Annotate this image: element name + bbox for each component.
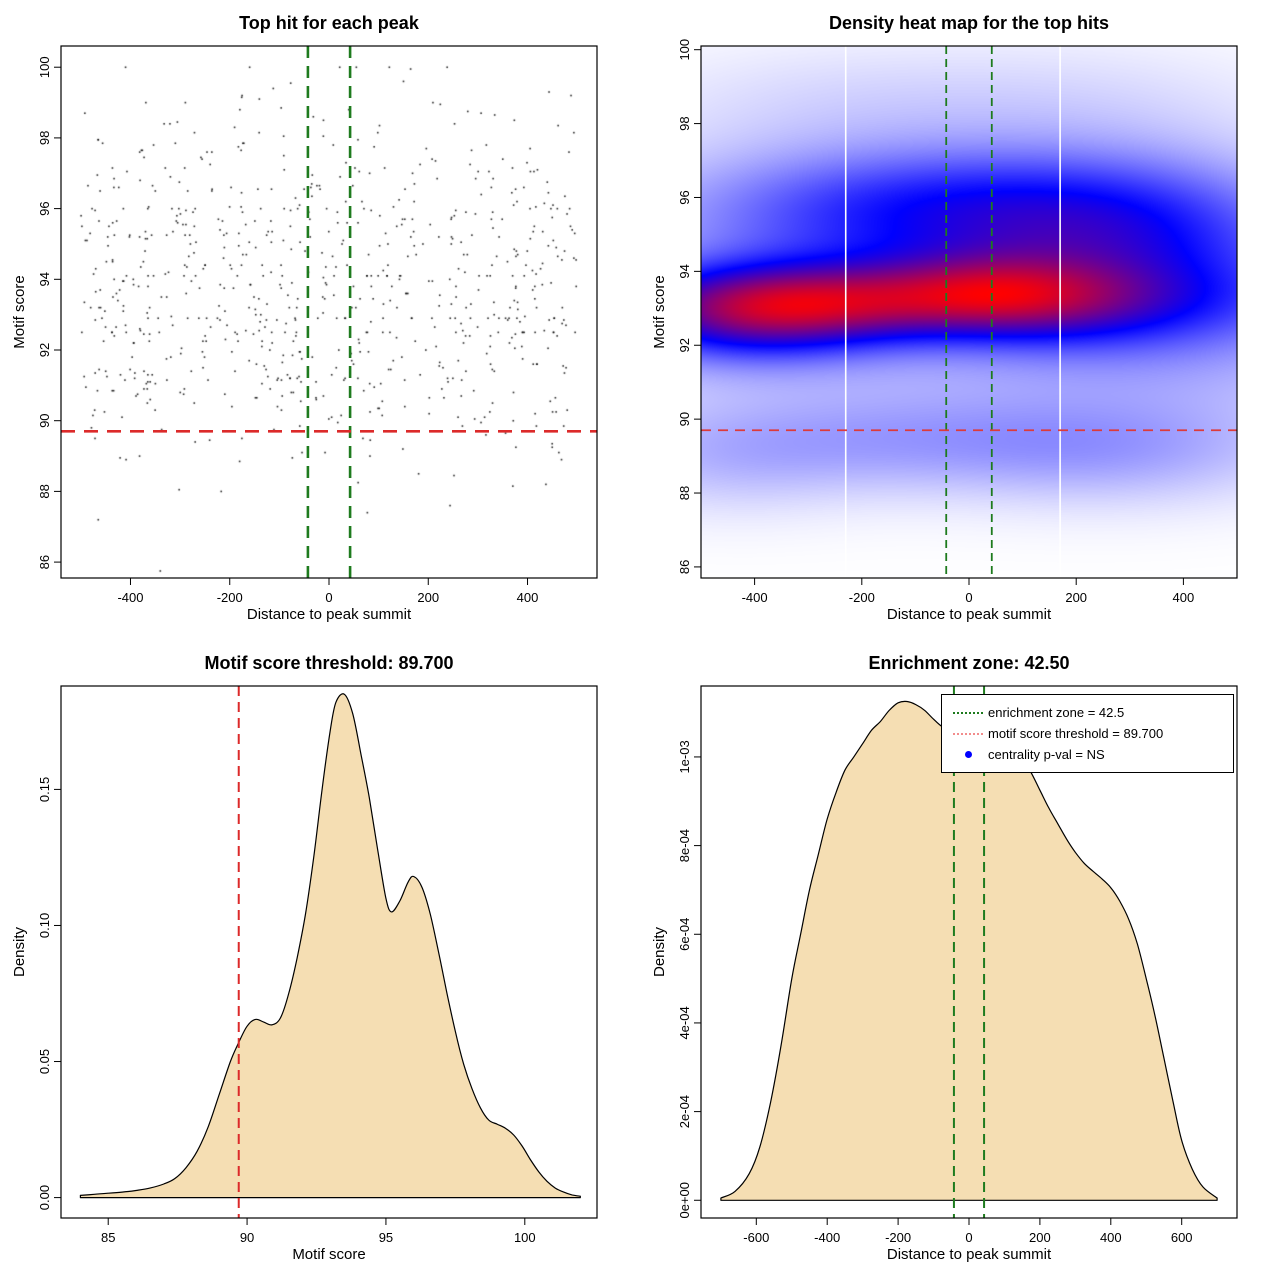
scatter-xaxis-label: Distance to peak summit: [246, 606, 412, 623]
scatter-yaxis-label: Motif score: [11, 275, 28, 349]
legend-item-enrichment-zone: enrichment zone = 42.5: [948, 702, 1225, 723]
svg-text:96: 96: [677, 190, 692, 204]
svg-text:100: 100: [514, 1230, 536, 1245]
heatmap-axes-svg: -400 -200 0 200 400 86 88 90 92 94 96 98 100: [677, 39, 1238, 605]
distance-density-title: Enrichment zone: 42.50: [868, 653, 1070, 673]
scatter-points-canvas: [61, 46, 597, 578]
svg-text:86: 86: [677, 560, 692, 574]
heatmap-title: Density heat map for the top hits: [828, 13, 1110, 33]
svg-text:-600: -600: [743, 1230, 769, 1245]
svg-text:0: 0: [965, 1230, 972, 1245]
svg-text:100: 100: [677, 39, 692, 61]
legend: enrichment zone = 42.5 motif score thres…: [941, 694, 1234, 773]
svg-text:88: 88: [37, 484, 52, 498]
svg-text:-200: -200: [885, 1230, 911, 1245]
svg-text:0.00: 0.00: [37, 1185, 52, 1210]
svg-text:96: 96: [37, 201, 52, 215]
svg-text:98: 98: [37, 131, 52, 145]
legend-swatch-box: [948, 711, 988, 714]
svg-text:88: 88: [677, 486, 692, 500]
distance-density-panel: -600 -400 -200 0 200 400 600 0e+00 2e-04 4e-04 6e-…: [640, 640, 1280, 1280]
heatmap-yaxis-label: Motif score: [651, 275, 668, 349]
red-dotted-line-swatch: [953, 732, 983, 735]
svg-text:0.10: 0.10: [37, 913, 52, 938]
distance-density-yaxis-label: Density: [651, 926, 668, 978]
score-density-xaxis-label: Motif score: [292, 1246, 366, 1263]
legend-label-motif-threshold: motif score threshold = 89.700: [988, 726, 1164, 741]
svg-text:100: 100: [37, 56, 52, 78]
heatmap-xaxis-label: Distance to peak summit: [886, 606, 1052, 623]
svg-text:-200: -200: [849, 590, 875, 605]
svg-text:92: 92: [37, 343, 52, 357]
distance-density-xaxis-label: Distance to peak summit: [886, 1246, 1052, 1263]
green-dotted-line-swatch: [953, 711, 983, 714]
svg-text:92: 92: [677, 338, 692, 352]
svg-text:-400: -400: [742, 590, 768, 605]
svg-text:400: 400: [517, 590, 539, 605]
score-density-svg: 85 90 95 100 0.00 0.05 0.10 0.15: [37, 685, 598, 1245]
distance-density-svg: -600 -400 -200 0 200 400 600 0e+00 2e-04 4e-04 6e-…: [677, 685, 1238, 1245]
svg-text:4e-04: 4e-04: [677, 1006, 692, 1039]
blue-dot-swatch: [964, 751, 972, 758]
legend-swatch-box: [948, 751, 988, 758]
svg-text:98: 98: [677, 116, 692, 130]
svg-text:-200: -200: [217, 590, 243, 605]
heatmap-panel: -400 -200 0 200 400 86 88 90 92 94 96 98 100 Density…: [640, 0, 1280, 640]
svg-text:94: 94: [37, 272, 52, 286]
scatter-title: Top hit for each peak: [239, 13, 419, 33]
svg-text:0: 0: [325, 590, 332, 605]
svg-text:-400: -400: [117, 590, 143, 605]
svg-text:600: 600: [1171, 1230, 1193, 1245]
svg-text:6e-04: 6e-04: [677, 918, 692, 951]
svg-text:0e+00: 0e+00: [677, 1182, 692, 1219]
legend-swatch-box: [948, 732, 988, 735]
svg-text:95: 95: [379, 1230, 393, 1245]
score-density-panel: 85 90 95 100 0.00 0.05 0.10 0.15 Motif score th…: [0, 640, 640, 1280]
svg-text:0.15: 0.15: [37, 777, 52, 802]
svg-text:200: 200: [417, 590, 439, 605]
svg-text:1e-03: 1e-03: [677, 740, 692, 773]
scatter-panel: -400 -200 0 200 400 86 88 90 92 94 96 98 100 Top hit…: [0, 0, 640, 640]
legend-label-centrality-pval: centrality p-val = NS: [988, 747, 1105, 762]
legend-label-enrichment-zone: enrichment zone = 42.5: [988, 705, 1125, 720]
svg-text:0: 0: [965, 590, 972, 605]
svg-text:94: 94: [677, 264, 692, 278]
svg-text:200: 200: [1065, 590, 1087, 605]
score-density-title: Motif score threshold: 89.700: [204, 653, 454, 673]
svg-text:90: 90: [240, 1230, 254, 1245]
svg-text:85: 85: [101, 1230, 115, 1245]
svg-text:86: 86: [37, 555, 52, 569]
svg-text:90: 90: [677, 412, 692, 426]
svg-text:0.05: 0.05: [37, 1049, 52, 1074]
svg-text:400: 400: [1100, 1230, 1122, 1245]
svg-text:400: 400: [1173, 590, 1195, 605]
svg-text:8e-04: 8e-04: [677, 829, 692, 862]
legend-item-motif-threshold: motif score threshold = 89.700: [948, 723, 1225, 744]
legend-item-centrality-pval: centrality p-val = NS: [948, 744, 1225, 765]
svg-text:200: 200: [1029, 1230, 1051, 1245]
scatter-axes-svg: -400 -200 0 200 400 86 88 90 92 94 96 98 100: [37, 45, 598, 605]
svg-text:-400: -400: [814, 1230, 840, 1245]
score-density-yaxis-label: Density: [11, 926, 28, 978]
heatmap-canvas: [701, 46, 1237, 578]
svg-text:90: 90: [37, 413, 52, 427]
svg-text:2e-04: 2e-04: [677, 1095, 692, 1128]
